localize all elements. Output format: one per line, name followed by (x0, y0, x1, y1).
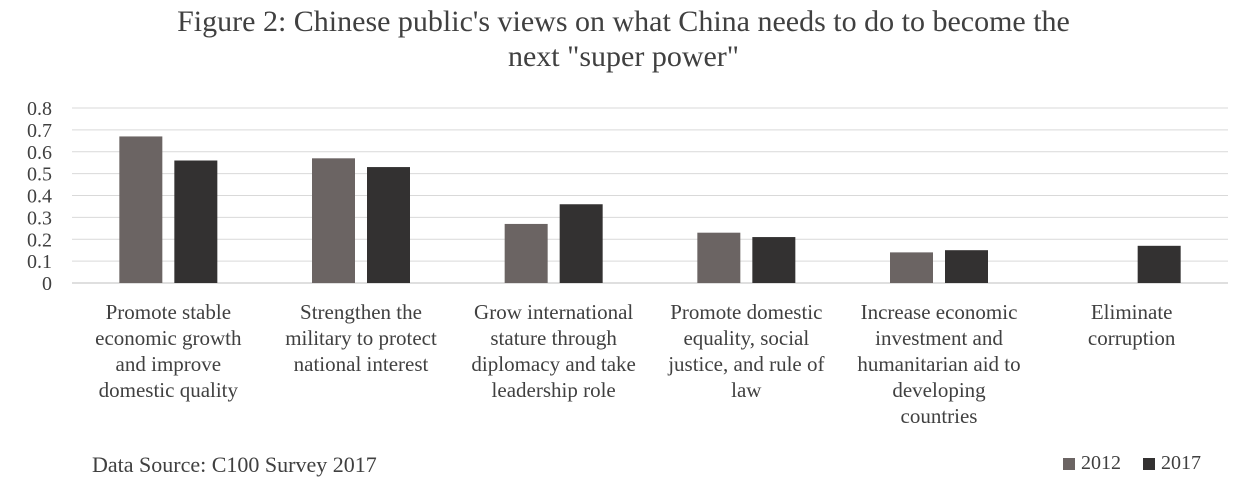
bars (119, 136, 1181, 283)
x-category-label-line: military to protect (285, 326, 437, 350)
y-axis-ticks: 00.10.20.30.40.50.60.70.8 (27, 98, 52, 295)
x-category-label-line: domestic quality (98, 378, 239, 402)
gridlines (72, 107, 1228, 284)
y-tick-label: 0.4 (27, 186, 52, 208)
x-category-label-line: Promote domestic (670, 300, 823, 324)
x-category-label-line: economic growth (95, 326, 242, 350)
x-category-label: Promote stable economic growth and improve… (72, 299, 264, 403)
chart-title: Figure 2: Chinese public's views on what… (0, 4, 1247, 74)
x-category-label: Grow international stature through diploma… (458, 299, 650, 403)
x-category-label: Promote domestic equality, social justice,… (650, 299, 842, 403)
legend-label-2017: 2017 (1161, 452, 1201, 474)
x-category-label-line: stature through (490, 326, 617, 350)
chart-title-line-2: next "super power" (507, 40, 740, 73)
x-category-label-line: corruption (1087, 326, 1176, 350)
x-category-label-line: investment and (875, 326, 1003, 350)
bar-2017-cat-6 (1137, 245, 1181, 283)
legend-item-2012: 2012 (1063, 452, 1121, 475)
legend-swatch-2017 (1143, 457, 1155, 470)
bar-2012-cat-3 (504, 223, 548, 283)
bar-2017-cat-3 (559, 204, 603, 283)
legend-item-2017: 2017 (1143, 452, 1201, 475)
y-tick-label: 0.5 (27, 164, 52, 186)
y-tick-label: 0 (42, 273, 52, 295)
bar-2017-cat-2 (367, 167, 410, 283)
x-category-label-line: Increase economic (860, 300, 1018, 324)
x-category-label-line: and improve (115, 352, 222, 376)
bar-2012-cat-1 (119, 136, 163, 283)
y-tick-label: 0.1 (27, 251, 52, 273)
legend-swatch-2012 (1063, 457, 1075, 470)
y-tick-label: 0.6 (27, 142, 52, 164)
data-source-note: Data Source: C100 Survey 2017 (92, 452, 377, 477)
chart-title-line-1: Figure 2: Chinese public's views on what… (177, 5, 1070, 38)
x-category-label: Eliminate corruption (1036, 299, 1228, 351)
x-category-label-line: Strengthen the (300, 300, 422, 324)
x-category-label-line: Grow international (474, 300, 634, 324)
x-category-label-line: equality, social (683, 326, 810, 350)
x-category-label: Strengthen the military to protect nationa… (265, 299, 457, 377)
x-category-label-line: developing (892, 378, 986, 402)
y-tick-label: 0.2 (27, 229, 52, 251)
x-category-label: Increase economic investment and humanitar… (843, 299, 1035, 429)
x-category-label-line: diplomacy and take (471, 352, 636, 376)
legend: 2012 2017 (1063, 452, 1201, 475)
x-category-label-line: justice, and rule of (668, 352, 825, 376)
y-tick-label: 0.8 (27, 98, 52, 120)
x-category-label-line: countries (900, 404, 978, 428)
bar-2017-cat-4 (752, 237, 796, 283)
legend-label-2012: 2012 (1081, 452, 1121, 474)
x-category-label-line: national interest (293, 352, 429, 376)
x-category-label-line: law (731, 378, 762, 402)
bar-2012-cat-5 (890, 252, 933, 283)
bar-2017-cat-1 (174, 160, 218, 283)
bar-2012-cat-4 (697, 232, 741, 283)
bar-2012-cat-2 (312, 158, 355, 283)
x-category-label-line: leadership role (491, 378, 616, 402)
x-category-label-line: Promote stable (105, 300, 232, 324)
bar-2017-cat-5 (945, 250, 988, 283)
x-category-label-line: humanitarian aid to (857, 352, 1021, 376)
y-tick-label: 0.3 (27, 207, 52, 229)
x-category-label-line: Eliminate (1090, 300, 1173, 324)
y-tick-label: 0.7 (27, 120, 52, 142)
